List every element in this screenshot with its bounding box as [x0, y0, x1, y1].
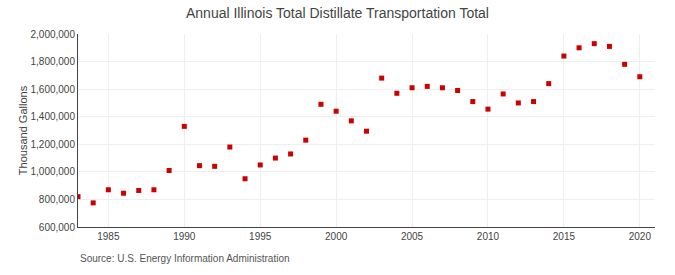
svg-text:1995: 1995: [249, 231, 272, 242]
svg-text:600,000: 600,000: [39, 222, 76, 233]
svg-text:2015: 2015: [553, 231, 576, 242]
svg-text:2010: 2010: [477, 231, 500, 242]
svg-text:1,200,000: 1,200,000: [31, 139, 76, 150]
svg-text:2020: 2020: [629, 231, 652, 242]
svg-text:Source: U.S. Energy Informatio: Source: U.S. Energy Information Administ…: [80, 253, 290, 264]
svg-text:2005: 2005: [401, 231, 424, 242]
svg-text:1,600,000: 1,600,000: [31, 84, 76, 95]
svg-text:Thousand Gallons: Thousand Gallons: [17, 85, 29, 175]
svg-text:800,000: 800,000: [39, 194, 76, 205]
svg-text:1,800,000: 1,800,000: [31, 56, 76, 67]
svg-text:1,400,000: 1,400,000: [31, 111, 76, 122]
svg-text:2000: 2000: [325, 231, 348, 242]
svg-text:1990: 1990: [173, 231, 196, 242]
svg-text:1,000,000: 1,000,000: [31, 166, 76, 177]
svg-text:Annual Illinois Total Distilla: Annual Illinois Total Distillate Transpo…: [186, 5, 489, 21]
svg-text:2,000,000: 2,000,000: [31, 29, 76, 40]
svg-text:1985: 1985: [97, 231, 120, 242]
